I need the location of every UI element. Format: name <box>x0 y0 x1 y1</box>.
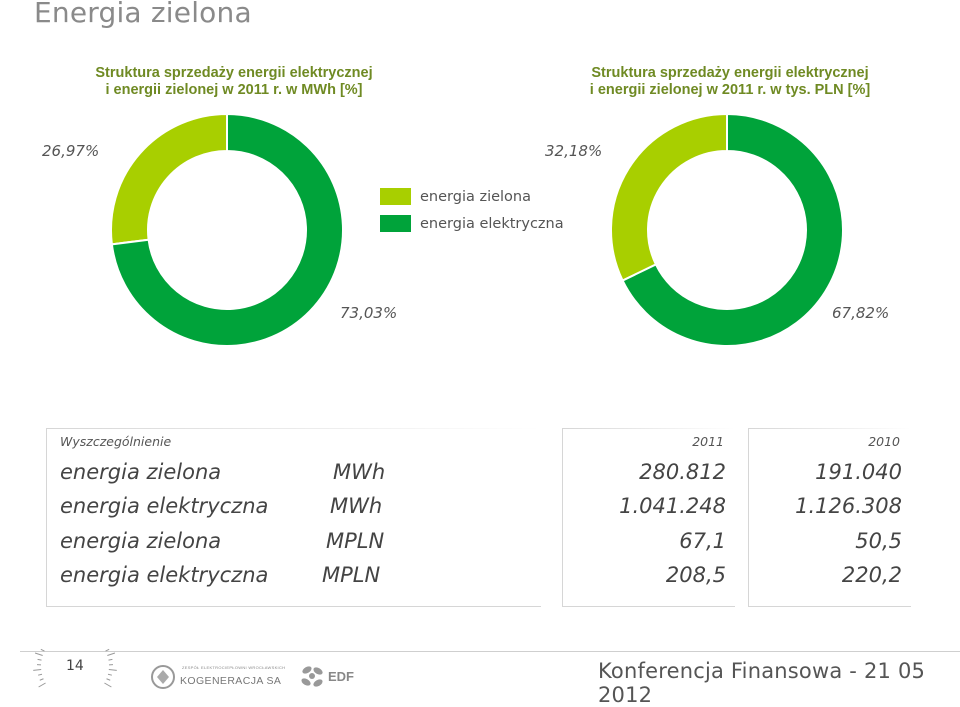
table-cell-2010: 1.126.308 <box>760 494 902 518</box>
table-cell-2011: 280.812 <box>580 460 726 484</box>
data-label-green-mwh: 26,97% <box>42 142 99 160</box>
legend-item-elec: energia elektryczna <box>380 215 564 232</box>
table-header-2011: 2011 <box>600 434 724 449</box>
donut-slice-green <box>611 114 727 281</box>
page-number-dial-icon <box>20 648 140 706</box>
legend-swatch-green <box>380 188 411 205</box>
table-cell-2011: 67,1 <box>580 529 726 553</box>
legend-item-green: energia zielona <box>380 188 531 205</box>
data-label-green-pln: 32,18% <box>545 142 602 160</box>
table-cell-name: energia elektryczna <box>60 563 268 587</box>
conference-title: Konferencja Finansowa - 21 05 2012 <box>598 659 960 707</box>
data-label-elec-pln: 67,82% <box>832 304 889 322</box>
table-header-2010: 2010 <box>780 434 900 449</box>
table-cell-unit: MWh <box>333 460 385 484</box>
table-cell-name: energia zielona <box>60 529 221 553</box>
page-number: 14 <box>66 658 84 674</box>
table-cell-unit: MPLN <box>322 563 380 587</box>
footer-divider <box>20 651 960 652</box>
table-cell-2010: 50,5 <box>760 529 902 553</box>
table-cell-unit: MWh <box>330 494 382 518</box>
table-cell-name: energia elektryczna <box>60 494 268 518</box>
kogeneracja-tagline: ZESPÓŁ ELEKTROCIEPŁOWNI WROCŁAWSKICH <box>182 665 285 670</box>
edf-logo-icon <box>298 662 328 692</box>
table-cell-name: energia zielona <box>60 460 221 484</box>
table-cell-2010: 191.040 <box>760 460 902 484</box>
donut-chart-mwh <box>111 114 343 346</box>
table-cell-2010: 220,2 <box>760 563 902 587</box>
edf-logo-text: EDF <box>328 669 354 684</box>
table-header-label: Wyszczególnienie <box>60 434 171 449</box>
table-cell-2011: 1.041.248 <box>580 494 726 518</box>
table-cell-2011: 208,5 <box>580 563 726 587</box>
table-cell-unit: MPLN <box>326 529 384 553</box>
donut-slice-green <box>111 114 227 244</box>
kogeneracja-logo-icon <box>150 664 176 690</box>
legend-label: energia zielona <box>420 189 531 205</box>
legend-swatch-elec <box>380 215 411 232</box>
legend-label: energia elektryczna <box>420 216 564 232</box>
kogeneracja-logo-text: KOGENERACJA SA <box>180 675 281 687</box>
data-label-elec-mwh: 73,03% <box>340 304 397 322</box>
donut-chart-pln <box>611 114 843 346</box>
